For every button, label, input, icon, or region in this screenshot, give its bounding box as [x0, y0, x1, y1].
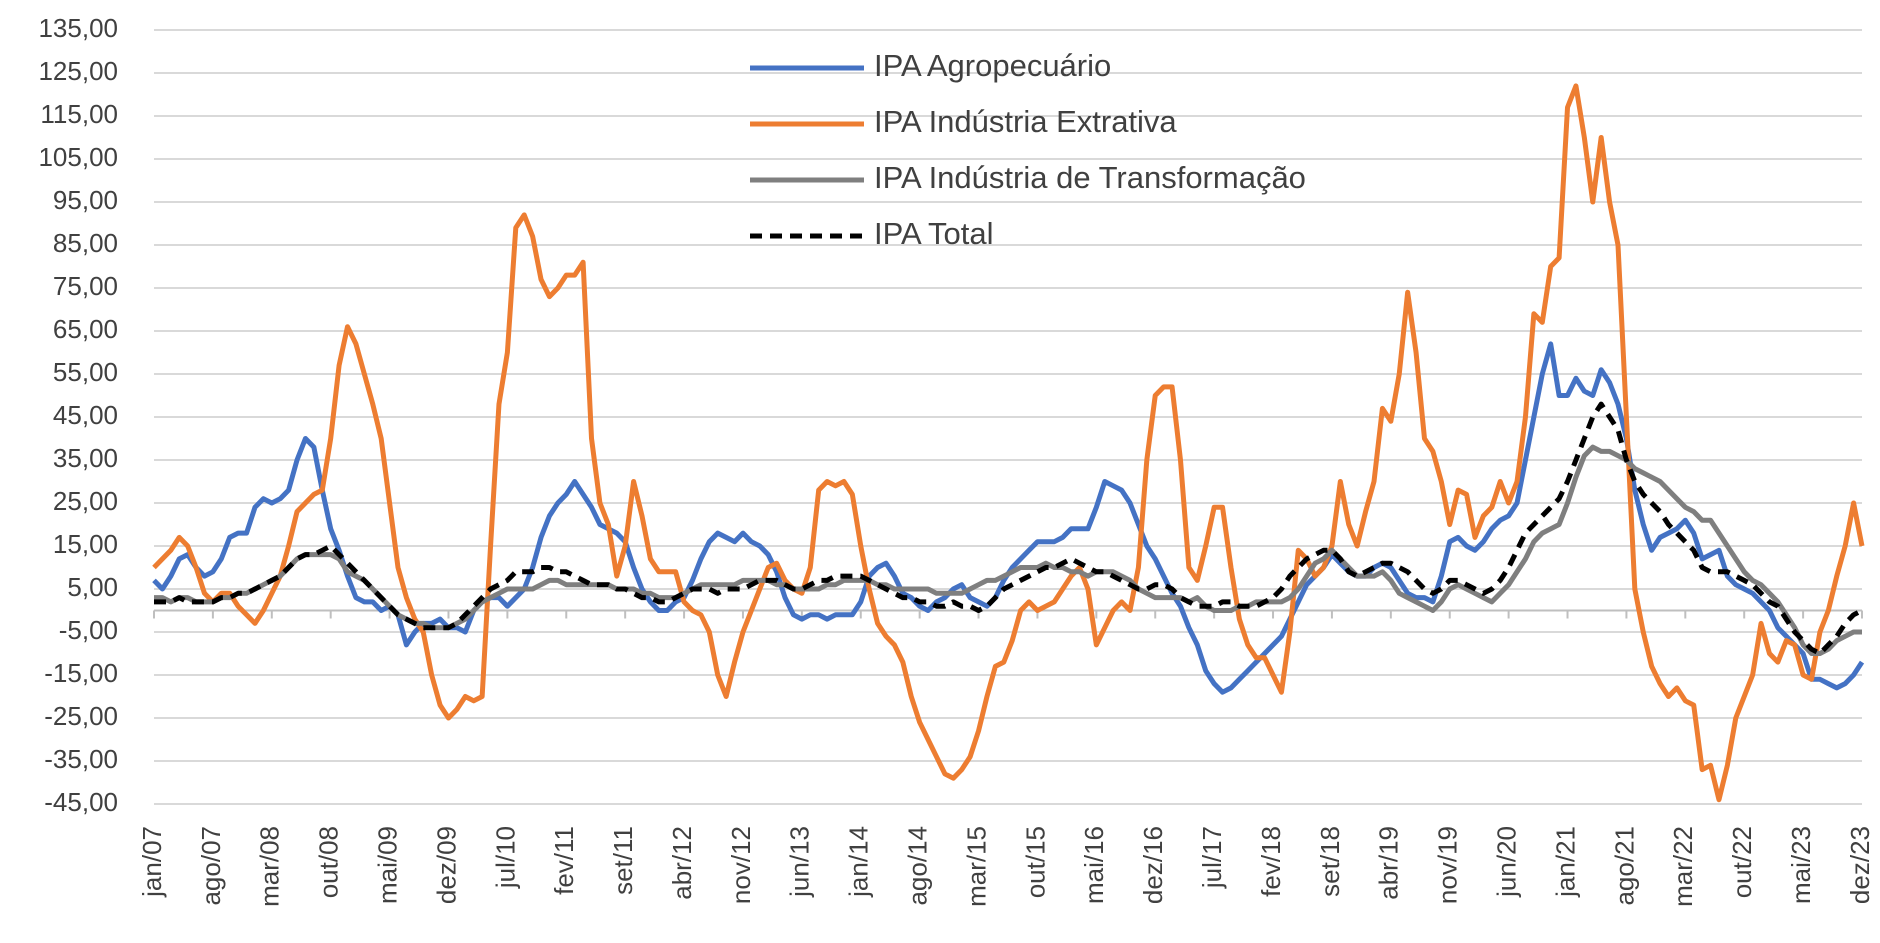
y-tick-label: 15,00	[53, 529, 118, 559]
x-tick-label: dez/23	[1845, 826, 1875, 904]
y-tick-label: 45,00	[53, 400, 118, 430]
y-tick-label: 25,00	[53, 486, 118, 516]
y-tick-label: 5,00	[67, 572, 118, 602]
x-tick-label: jul/17	[1197, 826, 1227, 889]
y-tick-label: 75,00	[53, 271, 118, 301]
x-tick-label: jan/21	[1550, 826, 1580, 898]
x-tick-label: set/11	[608, 826, 638, 895]
x-tick-label: ago/21	[1609, 826, 1639, 906]
x-tick-label: mar/15	[961, 826, 991, 907]
x-tick-label: nov/19	[1433, 826, 1463, 904]
x-tick-label: abr/12	[667, 826, 697, 900]
y-tick-label: -5,00	[59, 615, 118, 645]
legend-label: IPA Total	[874, 216, 994, 251]
x-tick-label: abr/19	[1374, 826, 1404, 900]
x-tick-label: set/18	[1315, 826, 1345, 897]
legend-label: IPA Agropecuário	[874, 48, 1111, 83]
y-tick-label: -15,00	[44, 658, 118, 688]
x-tick-label: jun/20	[1491, 826, 1521, 898]
y-tick-label: 55,00	[53, 357, 118, 387]
x-tick-label: jan/14	[844, 826, 874, 898]
x-tick-label: nov/12	[726, 826, 756, 904]
x-tick-label: mai/09	[372, 826, 402, 904]
y-tick-label: 65,00	[53, 314, 118, 344]
y-tick-label: 125,00	[38, 56, 118, 86]
legend-label: IPA Indústria de Transformação	[874, 160, 1306, 195]
x-tick-label: ago/14	[903, 826, 933, 906]
series-line	[154, 444, 1862, 656]
y-tick-label: 85,00	[53, 228, 118, 258]
y-tick-label: -25,00	[44, 701, 118, 731]
y-tick-label: 135,00	[38, 13, 118, 43]
series-line	[154, 401, 1864, 656]
y-tick-label: 105,00	[38, 142, 118, 172]
x-tick-label: out/08	[314, 826, 344, 898]
x-tick-label: fev/18	[1256, 826, 1286, 897]
x-tick-label: fev/11	[549, 826, 579, 895]
series-line	[152, 83, 1865, 803]
series-line	[152, 341, 1865, 695]
y-tick-label: -35,00	[44, 744, 118, 774]
x-tick-label: ago/07	[196, 826, 226, 906]
x-tick-label: jun/13	[785, 826, 815, 898]
x-tick-label: dez/09	[431, 826, 461, 904]
x-tick-label: mai/23	[1786, 826, 1816, 904]
x-tick-label: jul/10	[490, 826, 520, 889]
x-tick-label: mar/08	[255, 826, 285, 907]
y-tick-label: -45,00	[44, 787, 118, 817]
x-tick-label: jan/07	[137, 826, 167, 898]
x-tick-label: mai/16	[1079, 826, 1109, 904]
x-tick-label: out/15	[1020, 826, 1050, 898]
legend-label: IPA Indústria Extrativa	[874, 104, 1177, 139]
x-tick-label: out/22	[1727, 826, 1757, 898]
x-tick-label: dez/16	[1138, 826, 1168, 904]
x-tick-label: mar/22	[1668, 826, 1698, 907]
y-tick-label: 95,00	[53, 185, 118, 215]
y-tick-label: 35,00	[53, 443, 118, 473]
y-tick-label: 115,00	[40, 99, 118, 129]
